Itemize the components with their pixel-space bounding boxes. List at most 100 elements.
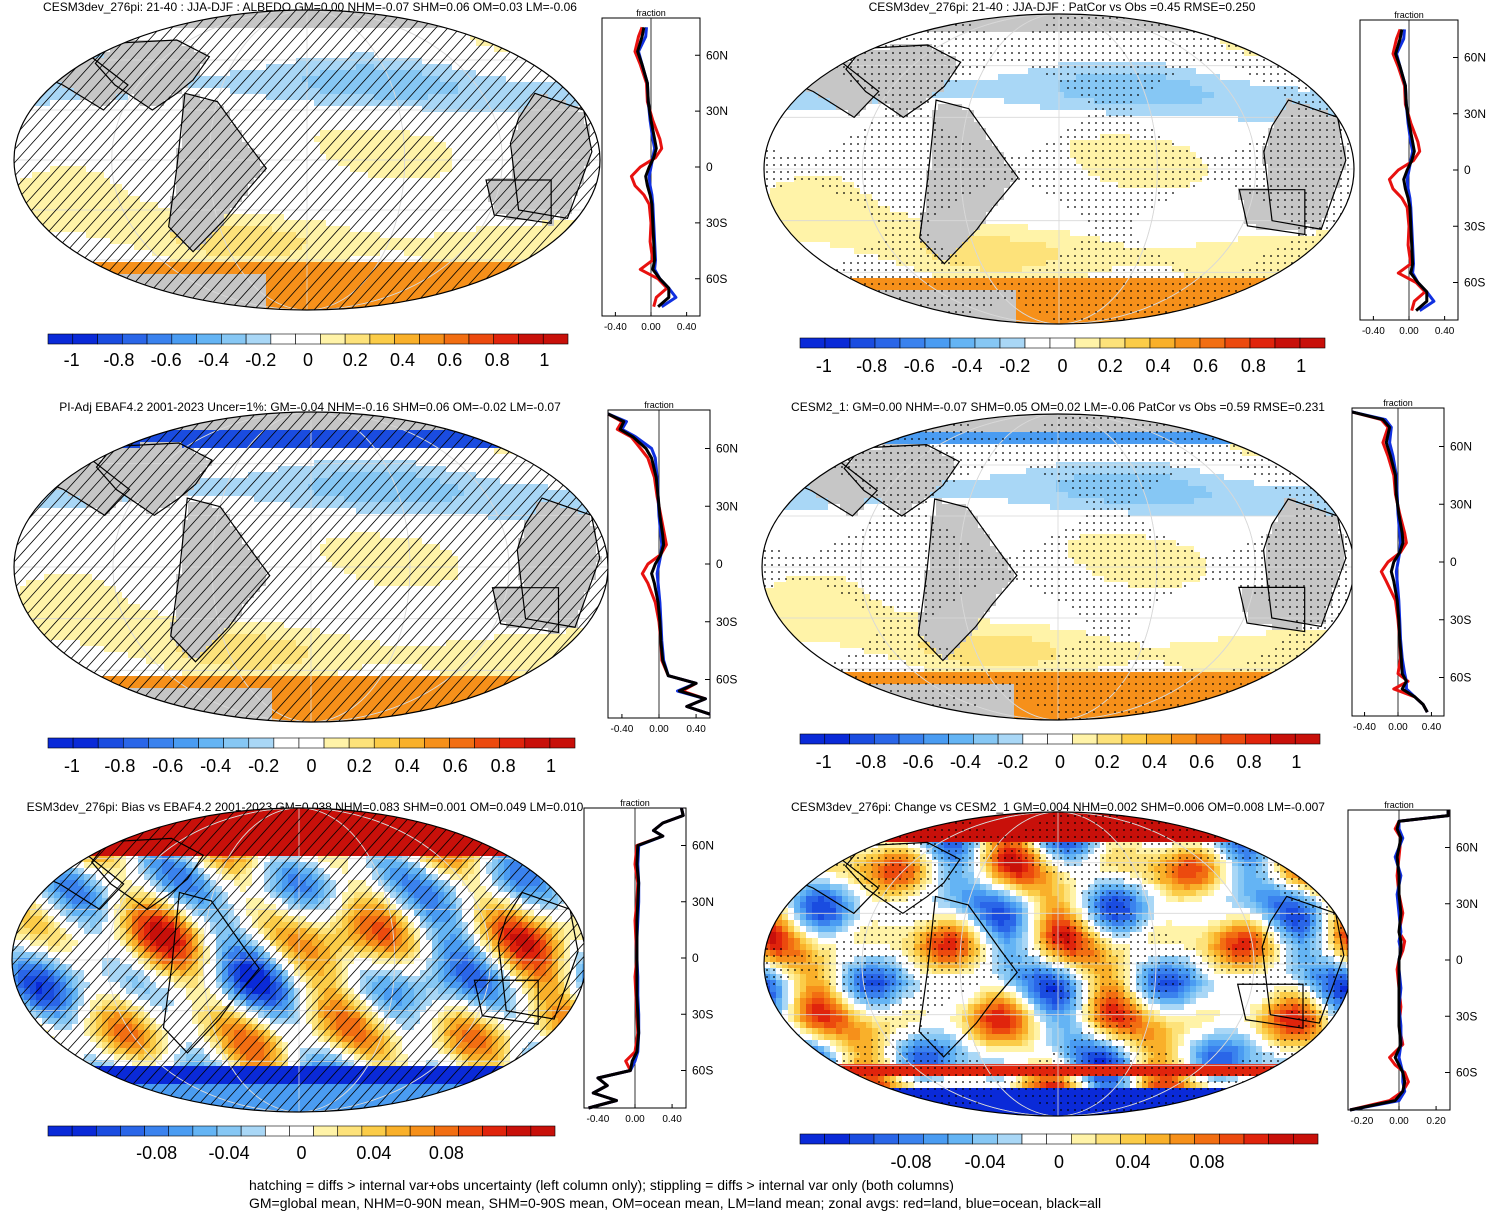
colorbar-swatch [1200,338,1225,348]
zonal-xtick-label: 0.00 [1399,326,1419,337]
colorbar-swatch [975,338,1000,348]
colorbar-swatch [72,1126,96,1136]
colorbar-swatch [997,1134,1022,1144]
zonal-ytick-label: 30N [706,104,728,118]
colorbar-swatch [399,738,424,748]
colorbar-tick-label: -0.8 [856,356,887,376]
colorbar-tick-label: 0.2 [1095,752,1120,772]
colorbar-swatch [98,334,123,344]
zonal-ytick-label: 30N [1450,497,1472,511]
zonal-ytick-label: 60N [1456,841,1478,855]
zonal-xtick-label: -0.40 [611,724,634,735]
colorbar-tick-label: -1 [64,756,80,776]
colorbar-swatch [265,1126,289,1136]
zonal-ytick-label: 30N [692,895,714,909]
colorbar-swatch [249,738,274,748]
colorbar-swatch [345,334,370,344]
colorbar-swatch [800,338,825,348]
colorbar-swatch [924,734,949,744]
zonal-ytick-label: 60S [1450,671,1471,685]
colorbar-swatch [550,738,575,748]
zonal-ytick-label: 30S [1450,613,1471,627]
zonal-ytick-label: 0 [692,951,699,965]
colorbar-swatch [73,738,98,748]
colorbar-swatch [825,734,850,744]
colorbar-swatch [410,1126,434,1136]
zonal-ytick-label: 60S [1456,1066,1477,1080]
colorbar-swatch [458,1126,482,1136]
colorbar-swatch [362,1126,386,1136]
zonal-ytick-label: 60S [706,272,727,286]
zonal-ytick-label: 0 [1456,953,1463,967]
zonal-title: fraction [1383,398,1413,408]
colorbar-swatch [1071,1134,1096,1144]
colorbar-swatch [271,334,296,344]
colorbar-tick-label: 0.04 [1115,1152,1150,1172]
colorbar-tick-label: 0.08 [1189,1152,1224,1172]
colorbar-swatch [1170,1134,1195,1144]
colorbar-swatch [1121,1134,1146,1144]
colorbar-swatch [444,334,469,344]
colorbar-tick-label: -0.4 [198,350,229,370]
colorbar-tick-label: -0.4 [952,356,983,376]
zonal-xtick-label: 0.00 [641,322,661,333]
colorbar-tick-label: 1 [539,350,549,370]
zonal-ytick-label: 30S [716,615,737,629]
colorbar-swatch [1096,1134,1121,1144]
colorbar-swatch [874,1134,899,1144]
colorbar-tick-label: 0.4 [1142,752,1167,772]
colorbar-swatch [370,334,395,344]
panel-4: CESM2_1: GM=0.00 NHM=-0.07 SHM=0.05 OM=0… [762,398,1472,772]
colorbar-swatch [923,1134,948,1144]
colorbar-swatch [1047,1134,1072,1144]
colorbar-swatch [1022,1134,1047,1144]
colorbar-tick-label: 0.4 [390,350,415,370]
colorbar-swatch [469,334,494,344]
colorbar-swatch [1150,338,1175,348]
colorbar-swatch [1097,734,1122,744]
colorbar-tick-label: -1 [816,752,832,772]
zonal-ytick-label: 60N [716,442,738,456]
colorbar-swatch [875,338,900,348]
colorbar-swatch [48,738,73,748]
zonal-xtick-label: 0.00 [649,724,669,735]
colorbar-swatch [494,334,519,344]
colorbar-swatch [224,738,249,748]
panel-title: CESM2_1: GM=0.00 NHM=-0.07 SHM=0.05 OM=0… [791,400,1325,414]
zonal-xtick-label: 0.00 [625,1114,645,1125]
zonal-title: fraction [1394,10,1424,20]
colorbar-swatch [800,1134,825,1144]
colorbar-tick-label: 0.4 [1145,356,1170,376]
colorbar-tick-label: 0.6 [1189,752,1214,772]
zonal-xtick-label: 0.40 [1422,722,1442,733]
colorbar-tick-label: 0.6 [1193,356,1218,376]
colorbar-swatch [1269,1134,1294,1144]
colorbar-swatch [849,1134,874,1144]
colorbar-tick-label: 1 [546,756,556,776]
colorbar-tick-label: -1 [816,356,832,376]
colorbar-swatch [221,334,246,344]
zonal-xtick-label: 0.40 [1435,326,1455,337]
colorbar-swatch [825,338,850,348]
zonal-ytick-label: 30S [1464,219,1485,233]
zonal-title: fraction [620,798,650,808]
colorbar-swatch [1072,734,1097,744]
colorbar-swatch [395,334,420,344]
colorbar-tick-label: 0.8 [1241,356,1266,376]
colorbar-swatch [73,334,98,344]
colorbar-swatch [531,1126,555,1136]
zonal-ytick-label: 60S [716,673,737,687]
colorbar-swatch [320,334,345,344]
colorbar-swatch [1100,338,1125,348]
colorbar-swatch [424,738,449,748]
zonal-xtick-label: -0.40 [604,322,627,333]
zonal-ytick-label: 60N [692,839,714,853]
colorbar-tick-label: 0.6 [437,350,462,370]
colorbar-tick-label: 0.2 [347,756,372,776]
